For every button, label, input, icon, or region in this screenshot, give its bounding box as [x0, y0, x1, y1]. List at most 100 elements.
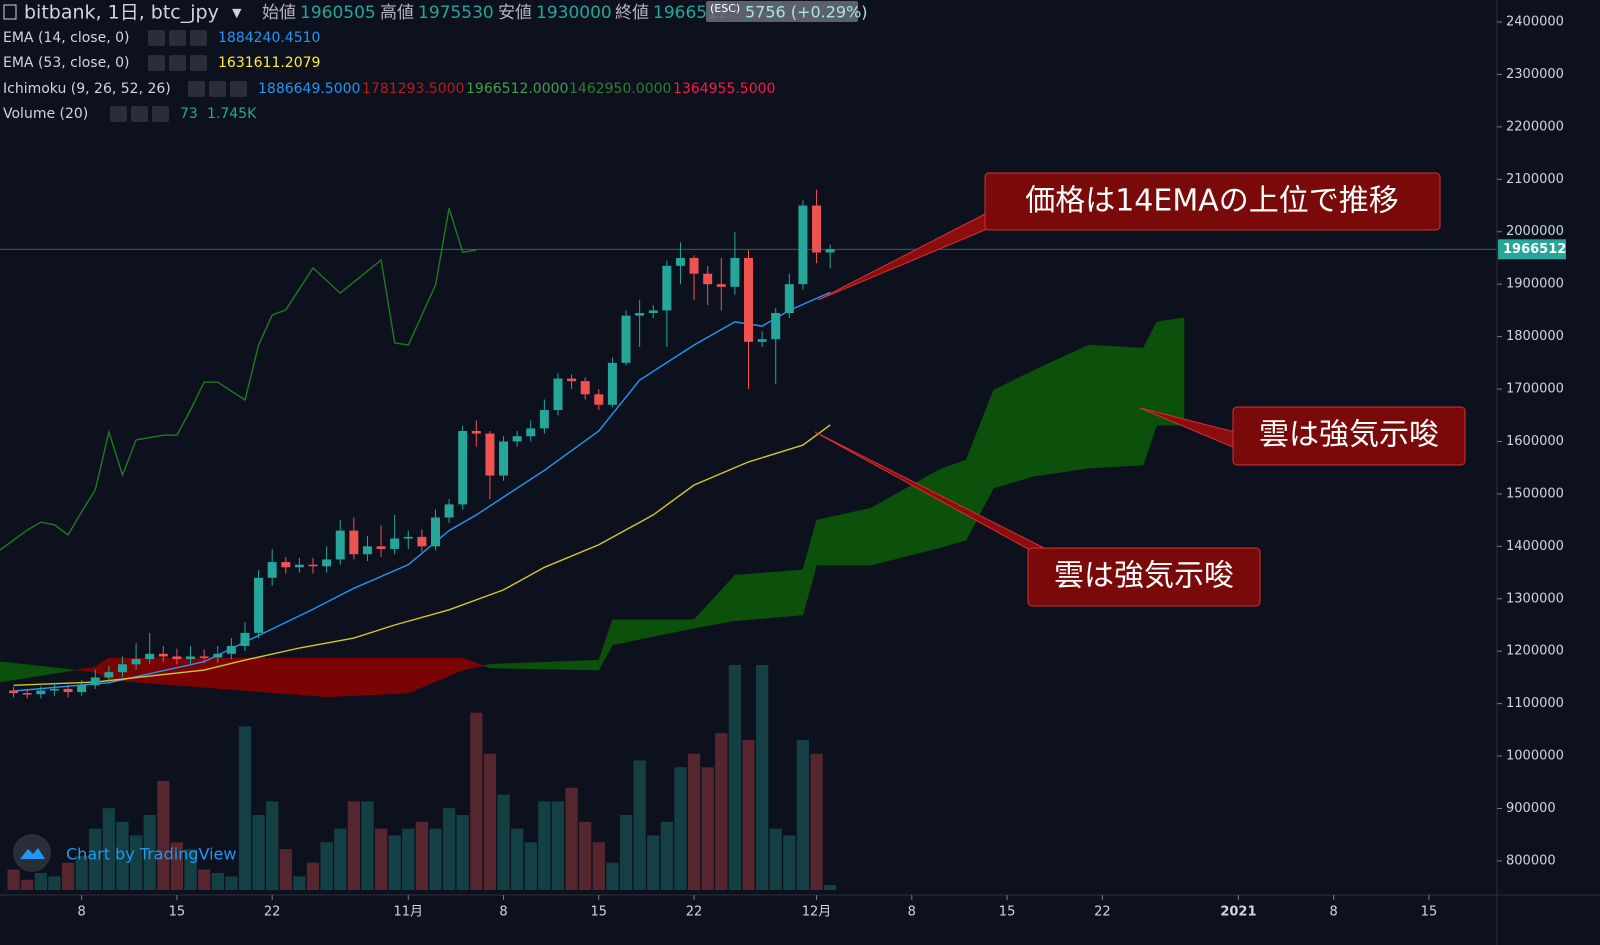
candle-body: [131, 659, 141, 665]
volume-bar: [483, 753, 497, 890]
indicator-button[interactable]: [148, 55, 165, 71]
candle-body: [186, 656, 196, 660]
volume-bar: [810, 753, 823, 890]
candle-body: [403, 536, 413, 539]
candle-body: [594, 394, 604, 405]
volume-bar: [34, 872, 47, 890]
candle-body: [362, 546, 372, 555]
volume-bar: [211, 872, 224, 890]
y-tick-label: 1900000: [1506, 277, 1564, 292]
candle-body: [158, 653, 168, 657]
volume-bar: [48, 876, 61, 890]
candle-body: [648, 310, 658, 314]
x-tick-label: 15: [999, 905, 1016, 920]
candle-body: [703, 273, 713, 285]
watermark[interactable]: Chart by TradingView: [66, 845, 236, 864]
indicator-button[interactable]: [230, 81, 247, 97]
cloud-segment: [734, 569, 804, 622]
volume-bar: [538, 801, 551, 890]
indicator-button[interactable]: [209, 81, 226, 97]
x-tick-label: 15: [1421, 905, 1438, 920]
candle-body: [226, 645, 236, 654]
indicator-button[interactable]: [169, 55, 186, 71]
last-price-tag: [1498, 239, 1566, 260]
volume-bar: [728, 665, 742, 890]
volume-bar: [21, 879, 34, 890]
candle-body: [90, 677, 100, 686]
volume-bar: [225, 876, 238, 890]
indicator-button[interactable]: [190, 55, 207, 71]
callout-text: 価格は14EMAの上位で推移: [1025, 184, 1399, 219]
volume-bar: [783, 835, 796, 890]
candle-body: [22, 693, 32, 695]
candle-body: [798, 205, 808, 285]
volume-bar: [633, 760, 646, 890]
esc-hint[interactable]: (ESC): [710, 2, 740, 15]
candle-body: [417, 536, 427, 547]
y-tick-label: 2300000: [1506, 67, 1564, 82]
x-tick-label: 15: [169, 905, 186, 920]
volume-bar: [415, 821, 429, 890]
indicator-button[interactable]: [148, 30, 165, 46]
indicator-value: 1631611.2079: [218, 55, 320, 71]
candle-body: [744, 257, 753, 342]
indicator-line: [13, 424, 831, 686]
indicator-button[interactable]: [169, 30, 186, 46]
cloud-segment: [993, 369, 1035, 489]
volume-bar: [293, 876, 306, 890]
volume-bar: [306, 862, 320, 890]
candle-body: [553, 378, 563, 411]
volume-bar: [129, 835, 143, 890]
volume-bar: [660, 821, 673, 890]
volume-bar: [470, 712, 483, 890]
candle-body: [607, 362, 617, 405]
volume-bar: [511, 828, 524, 890]
candle-body: [240, 632, 250, 646]
candle-body: [730, 257, 740, 287]
last-price-label: 1966512: [1503, 242, 1566, 257]
y-tick-label: 2400000: [1506, 15, 1564, 30]
y-tick-label: 900000: [1506, 801, 1556, 816]
indicator-button[interactable]: [131, 106, 148, 122]
candle-body: [689, 257, 699, 274]
ohlc-label: 終値: [615, 3, 649, 23]
indicator-button[interactable]: [188, 81, 205, 97]
indicator-line: [0, 207, 477, 551]
cloud-segment: [1156, 317, 1185, 426]
y-tick-label: 800000: [1506, 853, 1556, 868]
x-tick-label: 22: [686, 905, 703, 920]
volume-bar: [524, 842, 537, 890]
x-tick-label: 8: [908, 905, 916, 920]
y-tick-label: 1400000: [1506, 539, 1564, 554]
callout-box: [984, 172, 1441, 231]
volume-bar: [565, 787, 578, 890]
candle-body: [104, 672, 114, 678]
candle-body: [812, 205, 822, 253]
y-tick-label: 2200000: [1506, 119, 1564, 134]
indicator-button[interactable]: [190, 30, 207, 46]
callout-box: [1232, 406, 1466, 466]
y-tick-label: 1600000: [1506, 434, 1564, 449]
indicator-button[interactable]: [152, 106, 169, 122]
x-tick-label: 22: [264, 905, 281, 920]
candle-body: [784, 284, 794, 314]
indicator-label: EMA (14, close, 0): [3, 30, 129, 46]
candle-body: [757, 339, 767, 342]
candle-body: [662, 265, 672, 311]
candle-body: [539, 410, 549, 429]
y-tick-label: 1700000: [1506, 382, 1564, 397]
candle-body: [308, 564, 318, 567]
collapse-icon[interactable]: [3, 4, 17, 20]
volume-bar: [157, 780, 170, 890]
candle-body: [621, 315, 631, 363]
indicator-button[interactable]: [110, 106, 127, 122]
candle-body: [635, 313, 645, 316]
candle-body: [254, 577, 264, 633]
volume-bar: [89, 828, 102, 890]
volume-bar: [796, 740, 810, 890]
cloud-segment: [462, 657, 485, 671]
caret[interactable]: ▾: [232, 2, 242, 24]
